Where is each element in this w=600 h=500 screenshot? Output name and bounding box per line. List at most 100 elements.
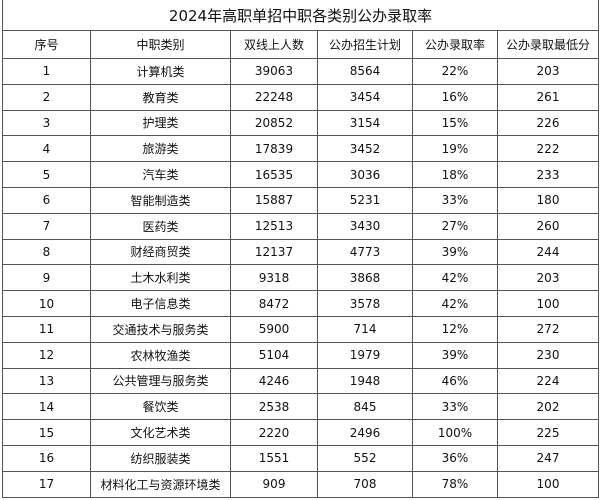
table-cell: 8 [2,238,91,266]
column-header: 中职类别 [90,30,231,59]
table-cell: 1 [2,58,91,85]
table-cell: 225 [497,419,599,446]
table-cell: 15 [2,419,91,446]
table-cell: 22248 [230,83,318,111]
table-row: 16 纺织服装类 1551 552 36% 247 [2,444,599,472]
table-cell: 1979 [317,341,413,369]
table-cell: 旅游类 [90,135,231,163]
table-cell: 33% [412,186,498,214]
header-row: 序号 中职类别 双线上人数 公办招生计划 公办录取率 公办录取最低分 [2,30,599,59]
table-cell: 203 [497,264,599,292]
table-cell: 3452 [317,135,413,163]
table-cell: 36% [412,444,498,472]
table-cell: 18% [412,161,498,188]
table-cell: 财经商贸类 [90,238,231,266]
table-row: 3 护理类 20852 3154 15% 226 [2,109,599,137]
table-cell: 222 [497,135,599,163]
table-cell: 46% [412,367,498,395]
table-row: 11 交通技术与服务类 5900 714 12% 272 [2,315,599,343]
table-cell: 16 [2,444,91,472]
table-row: 10 电子信息类 8472 3578 42% 100 [2,290,599,317]
table-cell: 15% [412,109,498,137]
table-cell: 27% [412,212,498,240]
table-cell: 2220 [230,419,318,446]
table-cell: 2538 [230,393,318,421]
table-cell: 224 [497,367,599,395]
table-cell: 42% [412,290,498,317]
table-cell: 6 [2,186,91,214]
table-row: 17 材料化工与资源环境类 909 708 78% 100 [2,470,599,498]
table-cell: 12137 [230,238,318,266]
table-row: 2 教育类 22248 3454 16% 261 [2,83,599,111]
table-cell: 261 [497,83,599,111]
table-cell: 1948 [317,367,413,395]
table-cell: 智能制造类 [90,186,231,214]
table-cell: 202 [497,393,599,421]
column-header: 公办录取率 [412,30,498,59]
table-row: 13 公共管理与服务类 4246 1948 46% 224 [2,367,599,395]
table-cell: 845 [317,393,413,421]
table-cell: 教育类 [90,83,231,111]
table-row: 4 旅游类 17839 3452 19% 222 [2,135,599,163]
table-cell: 5104 [230,341,318,369]
table-cell: 7 [2,212,91,240]
table-cell: 17 [2,470,91,498]
table-cell: 土木水利类 [90,264,231,292]
table-title: 2024年高职单招中职各类别公办录取率 [2,0,599,31]
table-cell: 272 [497,315,599,343]
table-row: 7 医药类 12513 3430 27% 260 [2,212,599,240]
table-cell: 医药类 [90,212,231,240]
table-row: 1 计算机类 39063 8564 22% 203 [2,58,599,85]
table-cell: 3578 [317,290,413,317]
table-cell: 12513 [230,212,318,240]
table-cell: 汽车类 [90,161,231,188]
table-cell: 交通技术与服务类 [90,315,231,343]
table-cell: 260 [497,212,599,240]
table-cell: 20852 [230,109,318,137]
table-cell: 10 [2,290,91,317]
table-cell: 203 [497,58,599,85]
table-cell: 39% [412,238,498,266]
table-cell: 233 [497,161,599,188]
table-row: 5 汽车类 16535 3036 18% 233 [2,161,599,188]
column-header: 序号 [2,30,91,59]
table-cell: 3430 [317,212,413,240]
table-cell: 5231 [317,186,413,214]
table-cell: 4 [2,135,91,163]
table-cell: 230 [497,341,599,369]
table-cell: 100% [412,419,498,446]
table-cell: 11 [2,315,91,343]
table-row: 6 智能制造类 15887 5231 33% 180 [2,186,599,214]
table-cell: 12% [412,315,498,343]
table-row: 9 土木水利类 9318 3868 42% 203 [2,264,599,292]
table-cell: 4773 [317,238,413,266]
column-header: 公办招生计划 [317,30,413,59]
table-cell: 42% [412,264,498,292]
table-cell: 1551 [230,444,318,472]
table-cell: 909 [230,470,318,498]
table-cell: 33% [412,393,498,421]
table-cell: 公共管理与服务类 [90,367,231,395]
table-cell: 12 [2,341,91,369]
table-cell: 8472 [230,290,318,317]
table-row: 8 财经商贸类 12137 4773 39% 244 [2,238,599,266]
table-cell: 餐饮类 [90,393,231,421]
table-cell: 552 [317,444,413,472]
table-cell: 5 [2,161,91,188]
table-cell: 9 [2,264,91,292]
table-cell: 3036 [317,161,413,188]
table-cell: 9318 [230,264,318,292]
table-cell: 16% [412,83,498,111]
table-cell: 226 [497,109,599,137]
table-cell: 100 [497,470,599,498]
table-cell: 4246 [230,367,318,395]
table-cell: 13 [2,367,91,395]
table-cell: 708 [317,470,413,498]
table-cell: 180 [497,186,599,214]
table-cell: 3154 [317,109,413,137]
table-cell: 39% [412,341,498,369]
table-cell: 纺织服装类 [90,444,231,472]
table-cell: 19% [412,135,498,163]
